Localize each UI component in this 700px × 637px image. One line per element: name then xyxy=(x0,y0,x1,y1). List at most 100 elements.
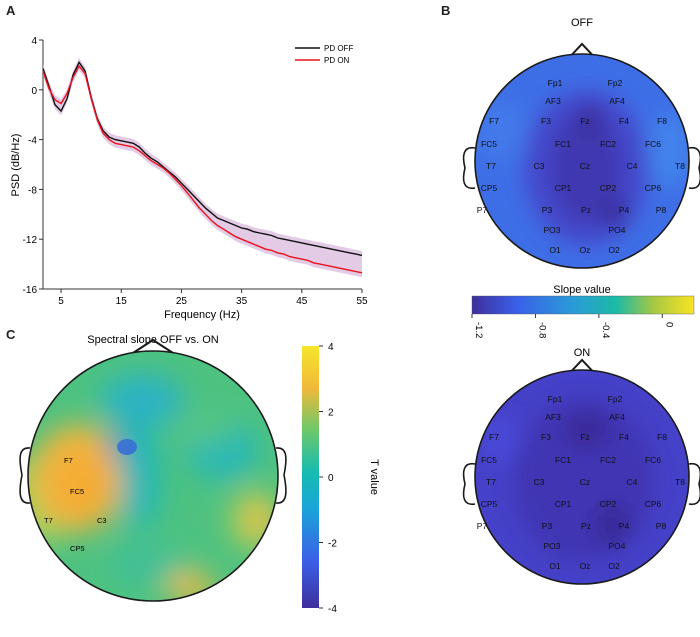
electrode-c-t7: T7 xyxy=(44,516,53,525)
electrode-off-p4: P4 xyxy=(619,205,630,215)
head-outline-off xyxy=(474,53,690,269)
head-ear-right-off xyxy=(688,146,700,190)
electrode-on-af3: AF3 xyxy=(545,412,561,422)
psd-xlabel: Frequency (Hz) xyxy=(164,309,240,321)
legend-label-pd-on: PD ON xyxy=(324,56,350,65)
electrode-on-pz: Pz xyxy=(581,521,591,531)
head-ear-right-c xyxy=(275,447,287,504)
panel-letter-a: A xyxy=(6,3,16,18)
slope-tick-label: 0 xyxy=(663,322,674,327)
electrode-off-f8: F8 xyxy=(657,116,667,126)
electrode-off-cp1: CP1 xyxy=(555,183,572,193)
electrode-off-po3: PO3 xyxy=(543,225,560,235)
electrode-off-cp6: CP6 xyxy=(645,183,662,193)
head-ear-left-c xyxy=(19,447,31,504)
tvalue-tick-label: 0 xyxy=(328,473,334,484)
slope-colorbar-label: Slope value xyxy=(553,284,611,296)
electrode-on-fp2: Fp2 xyxy=(608,394,623,404)
electrode-c-fc5: FC5 xyxy=(70,487,84,496)
x-tick-label: 5 xyxy=(58,296,64,307)
head-outline-on xyxy=(474,369,690,585)
electrode-on-o1: O1 xyxy=(549,561,561,571)
topoplot-on-electrodes: Fp1 Fp2 AF3 AF4 F7 F3 Fz F4 F8 FC5 FC1 FC2 FC6 T7 C3 Cz… xyxy=(477,394,685,571)
x-tick-label: 25 xyxy=(176,296,188,307)
electrode-on-cp2: CP2 xyxy=(600,499,617,509)
slope-topoplots: OFF Fp1 Fp2 AF3 AF4 F7 F3 Fz F4 F8 FC5 FC1 FC2 FC6 T7… xyxy=(462,17,700,585)
electrode-on-f4: F4 xyxy=(619,432,629,442)
electrode-off-cp2: CP2 xyxy=(600,183,617,193)
slope-colorbar-ticks: -1.2 -0.8 -0.4 0 xyxy=(471,314,674,338)
electrode-off-p8: P8 xyxy=(656,205,667,215)
tvalue-map xyxy=(28,351,278,601)
electrode-on-fc5: FC5 xyxy=(481,455,497,465)
panel-letter-c: C xyxy=(6,327,16,342)
electrode-c-c3: C3 xyxy=(97,516,107,525)
line-pd-on xyxy=(42,64,363,274)
electrode-on-f8: F8 xyxy=(657,432,667,442)
y-tick-label: -8 xyxy=(28,185,37,196)
tvalue-tick-label: -2 xyxy=(328,539,337,550)
panel-letter-b: B xyxy=(441,3,451,18)
tvalue-tick-label: 2 xyxy=(328,408,334,419)
topoplot-on-title: ON xyxy=(574,347,591,359)
electrode-off-f7: F7 xyxy=(489,116,499,126)
y-tick-label: 0 xyxy=(31,86,37,97)
head-ear-left-off xyxy=(462,146,476,190)
electrode-off-cz: Cz xyxy=(580,161,590,171)
electrode-on-oz: Oz xyxy=(580,561,591,571)
electrode-on-af4: AF4 xyxy=(609,412,625,422)
electrode-on-cp1: CP1 xyxy=(555,499,572,509)
electrode-c-f7: F7 xyxy=(64,456,73,465)
electrode-on-cp6: CP6 xyxy=(645,499,662,509)
electrode-c-cp5: CP5 xyxy=(70,544,85,553)
electrode-on-po4: PO4 xyxy=(608,541,625,551)
y-tick-label: -16 xyxy=(23,285,38,296)
head-nose-c xyxy=(132,338,174,354)
electrode-on-cz: Cz xyxy=(580,477,590,487)
electrode-on-fc6: FC6 xyxy=(645,455,661,465)
electrode-on-fz: Fz xyxy=(580,432,589,442)
topoplot-off-title: OFF xyxy=(571,17,593,29)
electrode-off-o1: O1 xyxy=(549,245,561,255)
electrode-off-f4: F4 xyxy=(619,116,629,126)
electrode-off-fc2: FC2 xyxy=(600,139,616,149)
electrode-off-fz: Fz xyxy=(580,116,589,126)
x-tick-label: 35 xyxy=(236,296,248,307)
electrode-off-c3: C3 xyxy=(534,161,545,171)
electrode-off-fc1: FC1 xyxy=(555,139,571,149)
electrode-on-t7: T7 xyxy=(486,477,496,487)
electrode-on-f3: F3 xyxy=(541,432,551,442)
x-tick-label: 15 xyxy=(116,296,128,307)
psd-ticks: 5 15 25 35 45 55 4 0 -4 -8 -12 -16 xyxy=(23,36,368,307)
electrode-off-t7: T7 xyxy=(486,161,496,171)
slope-tick-label: -1.2 xyxy=(473,322,484,338)
electrode-on-cp5: CP5 xyxy=(481,499,498,509)
psd-confidence-band xyxy=(43,58,362,278)
electrode-on-po3: PO3 xyxy=(543,541,560,551)
electrode-off-p7: P7 xyxy=(477,205,488,215)
tvalue-tick-label: 4 xyxy=(328,342,334,353)
electrode-off-t8: T8 xyxy=(675,161,685,171)
tvalue-topoplot: Spectral slope OFF vs. ON xyxy=(19,334,380,615)
head-ear-right-on xyxy=(688,462,700,506)
electrode-on-p8: P8 xyxy=(656,521,667,531)
electrode-off-fc5: FC5 xyxy=(481,139,497,149)
tvalue-colorbar xyxy=(302,346,319,608)
head-ear-left-on xyxy=(462,462,476,506)
x-tick-label: 55 xyxy=(356,296,368,307)
y-tick-label: 4 xyxy=(31,36,37,47)
slope-tick-label: -0.4 xyxy=(600,322,611,338)
electrode-off-af3: AF3 xyxy=(545,96,561,106)
electrode-off-fp2: Fp2 xyxy=(608,78,623,88)
electrode-on-fc2: FC2 xyxy=(600,455,616,465)
y-tick-label: -4 xyxy=(28,136,37,147)
line-pd-off xyxy=(42,61,363,257)
electrode-off-po4: PO4 xyxy=(608,225,625,235)
electrode-on-o2: O2 xyxy=(608,561,620,571)
slope-tick-label: -0.8 xyxy=(536,322,547,338)
electrode-on-p3: P3 xyxy=(542,521,553,531)
electrode-on-c3: C3 xyxy=(534,477,545,487)
tvalue-tick-label: -4 xyxy=(328,604,337,615)
electrode-off-oz: Oz xyxy=(580,245,591,255)
electrode-on-fp1: Fp1 xyxy=(548,394,563,404)
